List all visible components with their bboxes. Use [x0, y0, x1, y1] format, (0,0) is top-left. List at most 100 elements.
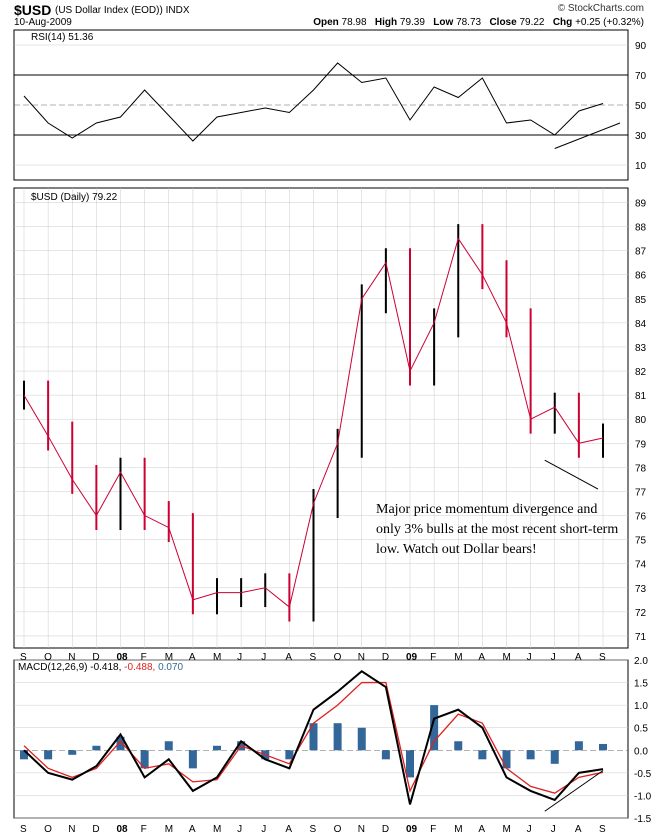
price-tick-label: 87 [635, 247, 647, 258]
macd-month-tick-label: O [334, 824, 342, 835]
macd-month-tick-label: M [213, 824, 221, 835]
chg-label: Chg [552, 17, 573, 28]
price-tick-label: 86 [635, 271, 647, 282]
low-value: 78.73 [456, 17, 482, 28]
macd-divergence-line [544, 770, 604, 812]
price-legend: $USD (Daily) 79.22 [31, 192, 118, 203]
macd-tick-label: 1.5 [634, 679, 648, 690]
macd-month-tick-label: F [430, 824, 436, 835]
close-value: 79.22 [519, 17, 545, 28]
signal-legend-value: -0.488, [124, 662, 158, 673]
month-tick-label: A [285, 652, 292, 663]
macd-month-tick-label: J [237, 824, 242, 835]
month-tick-label: M [454, 652, 462, 663]
macd-legend: MACD(12,26,9) -0.418, -0.488, 0.070 [18, 662, 184, 673]
macd-month-tick-label: D [382, 824, 389, 835]
month-tick-label: A [189, 652, 196, 663]
price-tick-label: 71 [635, 632, 647, 643]
macd-month-tick-label: J [261, 824, 266, 835]
macd-month-tick-label: S [310, 824, 317, 835]
macd-histogram-bar [140, 750, 149, 769]
macd-month-tick-label: J [551, 824, 556, 835]
macd-histogram-bar [20, 750, 28, 760]
month-tick-label: M [213, 652, 221, 663]
macd-histogram-bar [92, 745, 101, 751]
month-tick-label: F [141, 652, 147, 663]
month-tick-label: A [575, 652, 582, 663]
price-tick-label: 75 [635, 536, 647, 547]
macd-histogram-bar [357, 727, 366, 751]
macd-tick-label: 0.5 [634, 724, 648, 735]
month-tick-label: S [20, 652, 27, 663]
hist-legend-value: 0.070 [158, 662, 183, 673]
macd-histogram-bar [188, 750, 197, 769]
price-tick-label: 73 [635, 584, 647, 595]
macd-histogram-bar [406, 750, 414, 778]
close-label: Close [489, 17, 517, 28]
macd-month-tick-label: A [575, 824, 582, 835]
symbol: $USD [14, 2, 52, 18]
macd-month-tick-label: M [454, 824, 462, 835]
rsi-tick-label: 10 [635, 161, 647, 172]
month-tick-label: D [382, 652, 389, 663]
ohlc-readout: Open 78.98 High 79.39 Low 78.73 Close 79… [313, 17, 644, 28]
price-tick-label: 76 [635, 512, 647, 523]
macd-histogram-bar [44, 750, 53, 760]
high-value: 79.39 [399, 17, 425, 28]
signal-line [23, 681, 604, 794]
macd-histogram-bar [526, 750, 535, 760]
macd-histogram-bar [550, 750, 559, 764]
month-tick-label: S [310, 652, 317, 663]
description: (US Dollar Index (EOD)) [55, 5, 163, 16]
price-tick-label: 83 [635, 343, 647, 354]
price-panel [13, 187, 629, 649]
price-tick-label: 74 [635, 560, 647, 571]
rsi-tick-label: 90 [635, 41, 647, 52]
month-tick-label: M [165, 652, 173, 663]
rsi-legend: RSI(14) 51.36 [31, 32, 94, 43]
month-tick-label: D [92, 652, 99, 663]
macd-line [23, 670, 604, 805]
month-tick-label: A [478, 652, 485, 663]
macd-panel [13, 659, 629, 819]
month-tick-label: F [430, 652, 436, 663]
chart-date: 10-Aug-2009 [14, 17, 72, 28]
macd-month-tick-label: A [478, 824, 485, 835]
macd-histogram-bar [478, 750, 487, 760]
macd-histogram-bar [454, 741, 463, 751]
price-tick-label: 80 [635, 415, 647, 426]
macd-histogram-bar [116, 736, 125, 751]
macd-month-tick-label: J [527, 824, 532, 835]
month-tick-label: J [237, 652, 242, 663]
watermark: © StockCharts.com [557, 3, 644, 14]
month-tick-label: N [358, 652, 365, 663]
macd-month-tick-label: S [599, 824, 606, 835]
rsi-line [23, 62, 604, 142]
macd-month-tick-label: D [92, 824, 99, 835]
macd-histogram-bar [574, 741, 583, 751]
macd-month-tick-label: N [358, 824, 365, 835]
price-divergence-line [544, 459, 599, 490]
exchange: INDX [165, 5, 190, 16]
price-tick-label: 84 [635, 319, 647, 330]
price-tick-label: 79 [635, 439, 647, 450]
price-tick-label: 77 [635, 487, 647, 498]
macd-tick-label: -1.5 [634, 814, 652, 825]
month-tick-label: O [334, 652, 342, 663]
month-tick-label: S [599, 652, 606, 663]
month-tick-label: J [261, 652, 266, 663]
symbol-description: (US Dollar Index (EOD)) INDX [55, 5, 190, 16]
macd-legend-value: MACD(12,26,9) -0.418, [18, 662, 124, 673]
macd-month-tick-label: M [165, 824, 173, 835]
macd-month-tick-label: A [285, 824, 292, 835]
month-tick-label: J [527, 652, 532, 663]
macd-month-tick-label: F [141, 824, 147, 835]
price-line [23, 237, 604, 608]
macd-month-tick-label: O [44, 824, 52, 835]
macd-tick-label: -0.5 [634, 769, 652, 780]
macd-histogram-bar [309, 723, 318, 751]
macd-tick-label: 2.0 [634, 656, 648, 667]
macd-tick-label: -1.0 [634, 791, 652, 802]
macd-month-tick-label: 09 [406, 824, 418, 835]
